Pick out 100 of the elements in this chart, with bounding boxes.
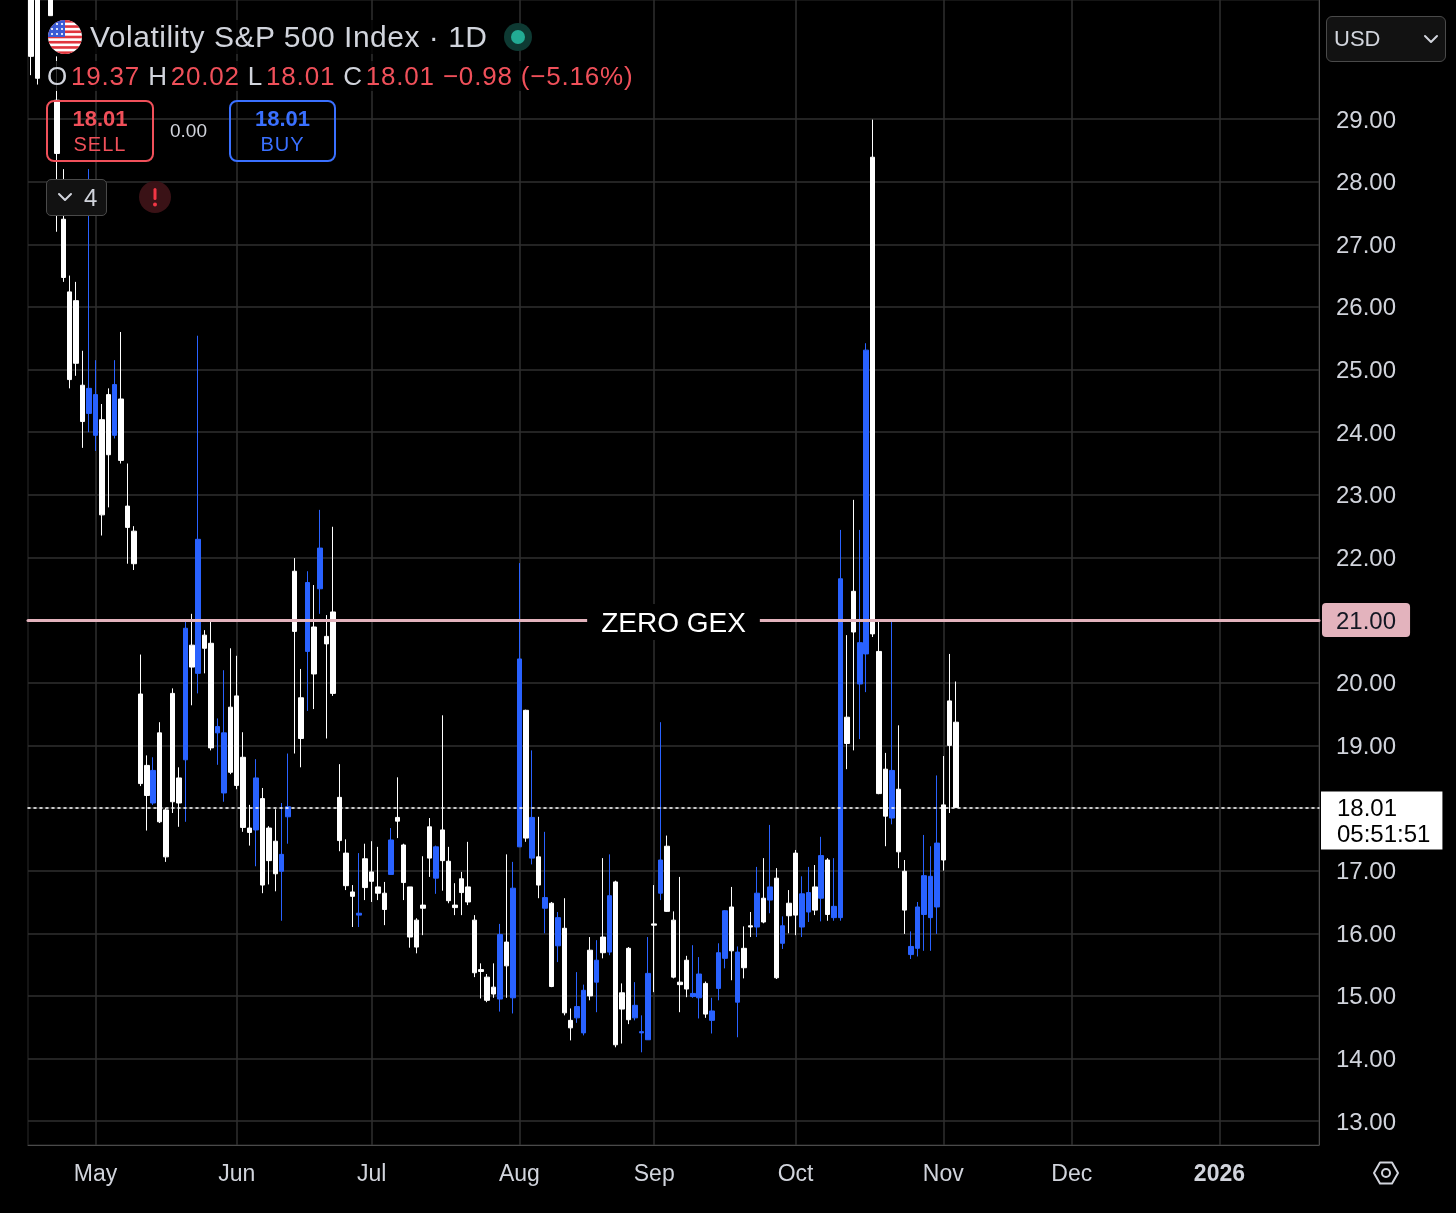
- annotation: 0.00: [170, 119, 207, 143]
- x-tick-label: 2026: [1193, 1159, 1246, 1186]
- y-tick-label: 25.00: [1336, 356, 1397, 384]
- y-tick-label: 22.00: [1336, 543, 1397, 571]
- candlestick: [632, 981, 638, 1021]
- candlestick: [118, 331, 124, 465]
- candlestick: [48, 0, 53, 17]
- y-tick-label: 29.00: [1336, 105, 1397, 133]
- candlestick: [735, 945, 740, 1038]
- candlestick: [311, 584, 317, 710]
- y-tick-label: 23.00: [1336, 481, 1397, 509]
- candlestick: [818, 836, 824, 922]
- candlestick: [529, 749, 535, 865]
- candlestick: [183, 619, 188, 823]
- annotation: SELL: [73, 132, 127, 156]
- text: Volatility S&P 500 Index · 1D: [90, 20, 488, 54]
- y-tick-label: 13.00: [1336, 1107, 1397, 1135]
- candlestick: [703, 981, 708, 1019]
- candlestick: [587, 936, 593, 1001]
- candlestick: [780, 915, 785, 950]
- y-tick-label: 26.00: [1336, 293, 1397, 321]
- candlestick: [195, 335, 201, 694]
- candlestick: [427, 817, 432, 878]
- text: 05:51:51: [1337, 819, 1431, 847]
- candlestick: [594, 939, 599, 1013]
- candlestick: [664, 835, 670, 913]
- candlestick: [889, 620, 895, 825]
- ref-line-label: 18.01: [1337, 793, 1398, 821]
- candlestick: [497, 923, 503, 1013]
- x-tick-label: Sep: [633, 1159, 675, 1186]
- candlestick: [517, 562, 522, 848]
- candlestick: [510, 861, 516, 1014]
- candlestick: [446, 846, 451, 904]
- candlestick: [279, 802, 284, 922]
- x-tick-label: Dec: [1051, 1159, 1093, 1186]
- candlestick: [562, 897, 567, 1016]
- candlestick: [285, 753, 291, 845]
- ref-line-label: ZERO GEX: [601, 606, 747, 638]
- annotation: 4: [84, 184, 98, 212]
- annotation: 18.01: [254, 106, 311, 132]
- annotation: BUY: [260, 132, 305, 156]
- candlestick: [356, 852, 362, 928]
- candlestick: [851, 499, 856, 751]
- text: O19.37 H20.02 L18.01 C18.01 −0.98 (−5.16%): [47, 61, 634, 91]
- buy-button: 18.01 BUY: [229, 100, 336, 162]
- x-tick-label: Jun: [218, 1159, 256, 1186]
- candlestick: [401, 843, 406, 901]
- dropdown: USD: [1326, 16, 1446, 62]
- candlestick: [671, 910, 676, 979]
- candlestick: [754, 866, 760, 938]
- candlestick: [607, 853, 612, 956]
- x-tick-label: Oct: [777, 1159, 815, 1186]
- x-tick-label: May: [73, 1159, 118, 1186]
- candlestick: [812, 864, 818, 916]
- candlestick: [658, 721, 663, 901]
- candlestick: [549, 901, 554, 988]
- candlestick: [420, 855, 426, 936]
- candlestick: [709, 997, 715, 1035]
- x-tick-label: Jul: [356, 1159, 387, 1186]
- candlestick: [870, 119, 875, 638]
- candlestick: [825, 857, 830, 922]
- candlestick: [555, 911, 561, 963]
- candlestick: [536, 816, 541, 899]
- sell-button: 18.01 SELL: [46, 100, 154, 162]
- candlestick: [292, 557, 297, 755]
- candlestick: [729, 886, 734, 981]
- candlestick: [452, 882, 458, 916]
- y-tick-label: 28.00: [1336, 168, 1397, 196]
- y-tick-label: 24.00: [1336, 418, 1397, 446]
- candlestick: [774, 867, 779, 980]
- y-tick-label: 27.00: [1336, 230, 1397, 258]
- candlestick: [125, 463, 130, 565]
- candlestick: [748, 911, 753, 938]
- x-tick-label: Aug: [498, 1159, 540, 1186]
- candlestick: [80, 350, 85, 449]
- candlestick: [343, 838, 349, 891]
- candlestick: [253, 758, 259, 867]
- y-tick-label: 16.00: [1336, 919, 1397, 947]
- candlestick: [350, 884, 355, 928]
- y-tick-label: 15.00: [1336, 982, 1397, 1010]
- candlestick: [741, 925, 747, 979]
- candlestick: [131, 525, 137, 571]
- candlestick: [651, 884, 657, 993]
- y-tick-label: 20.00: [1336, 669, 1397, 697]
- candlestick: [542, 831, 548, 934]
- candlestick: [305, 570, 310, 712]
- annotation: 18.01: [72, 106, 128, 132]
- y-tick-label: 19.00: [1336, 731, 1397, 759]
- candlestick: [902, 859, 907, 935]
- candlestick: [298, 668, 304, 768]
- candlestick: [504, 853, 509, 999]
- candlestick: [317, 509, 323, 615]
- candlestick: [112, 359, 117, 439]
- candlestick: [568, 1007, 573, 1041]
- candlestick: [761, 857, 766, 924]
- x-tick-label: Nov: [922, 1159, 965, 1186]
- candlestick: [767, 824, 773, 914]
- candlestick: [433, 845, 439, 895]
- candlestick: [600, 857, 606, 959]
- y-tick-label: 17.00: [1336, 857, 1397, 885]
